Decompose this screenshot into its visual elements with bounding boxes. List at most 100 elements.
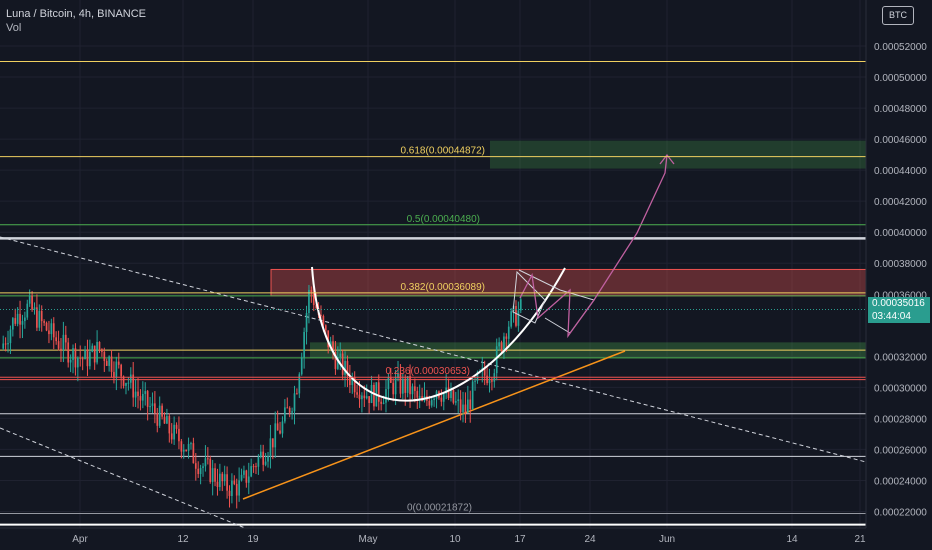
candle-body — [127, 382, 130, 384]
candle-body — [211, 468, 214, 482]
candle-body — [394, 378, 397, 395]
candle-body — [81, 358, 84, 360]
candle-body — [312, 291, 315, 306]
candle-body — [158, 405, 161, 426]
candle-body — [252, 466, 255, 468]
price-tick-label: 0.00052000 — [874, 42, 927, 53]
candle-body — [471, 381, 474, 410]
candle-body — [300, 357, 303, 375]
candle-body — [414, 386, 416, 391]
candle-body — [187, 443, 190, 451]
fibonacci-label: 0.236(0.00030653) — [385, 366, 470, 377]
candle-body — [185, 449, 188, 451]
candle-body — [86, 349, 89, 367]
price-tick-label: 0.00044000 — [874, 166, 927, 177]
candle-body — [517, 310, 520, 326]
candle-body — [365, 396, 368, 399]
candle-body — [358, 394, 361, 400]
candle-body — [57, 341, 60, 349]
candle-body — [33, 307, 36, 310]
candle-body — [16, 313, 19, 324]
candle-body — [466, 399, 469, 413]
candle-body — [101, 349, 103, 352]
symbol-title[interactable]: Luna / Bitcoin, 4h, BINANCE — [6, 8, 147, 20]
candle-body — [192, 443, 195, 464]
candle-body — [40, 310, 43, 322]
price-tick-label: 0.00048000 — [874, 104, 927, 115]
candle-body — [281, 421, 284, 434]
candle-body — [45, 322, 48, 331]
volume-indicator-label[interactable]: Vol — [6, 22, 22, 34]
candle-body — [491, 380, 493, 382]
candle-body — [50, 323, 53, 335]
candle-body — [259, 451, 262, 458]
countdown-timer: 03:44:04 — [872, 311, 911, 322]
candle-body — [373, 385, 375, 407]
candle-body — [454, 401, 457, 403]
candle-body — [19, 313, 21, 325]
candle-body — [279, 430, 281, 434]
candle-body — [209, 458, 212, 482]
candle-body — [404, 378, 407, 393]
candle-body — [488, 380, 491, 384]
candle-body — [154, 403, 156, 414]
candle-body — [271, 438, 274, 448]
candle-body — [24, 317, 26, 322]
time-axis[interactable]: Apr 12 19 May 10 17 24 Jun 14 21 — [72, 534, 866, 545]
candle-body — [9, 329, 12, 344]
dashed-trendline-lower — [0, 427, 246, 529]
cup-pattern-curve — [311, 266, 566, 402]
candle-body — [137, 391, 139, 397]
price-tick-label: 0.00046000 — [874, 135, 927, 146]
candle-body — [108, 356, 110, 366]
flag-channel-left — [512, 270, 546, 324]
candle-body — [161, 405, 163, 417]
price-tick-label: 0.00042000 — [874, 197, 927, 208]
candle-body — [457, 399, 460, 402]
candle-body — [178, 428, 180, 442]
price-tick-label: 0.00032000 — [874, 352, 927, 363]
candle-body — [385, 389, 387, 403]
price-axis[interactable]: 0.00052000 0.00050000 0.00048000 0.00046000… — [874, 42, 927, 518]
candle-body — [409, 376, 411, 395]
candle-body — [221, 473, 224, 482]
fibonacci-label: 0.382(0.00036089) — [400, 282, 485, 293]
candle-body — [93, 345, 96, 363]
candle-body — [308, 289, 310, 314]
candle-body — [214, 468, 216, 482]
candle-body — [60, 348, 62, 351]
zone-target — [490, 140, 866, 169]
candle-body — [293, 393, 296, 412]
candle-body — [243, 470, 245, 475]
candle-body — [346, 360, 349, 377]
candle-body — [238, 480, 240, 496]
candle-body — [416, 390, 419, 398]
candle-body — [469, 399, 472, 410]
candle-body — [151, 403, 154, 407]
candle-body — [233, 480, 236, 484]
time-tick-label: Apr — [72, 534, 88, 545]
candle-body — [235, 483, 238, 496]
candle-body — [298, 374, 301, 394]
price-tick-label: 0.00030000 — [874, 383, 927, 394]
horizontal-levels — [0, 61, 866, 526]
currency-badge[interactable]: BTC — [882, 6, 914, 25]
candle-body — [286, 407, 289, 409]
candle-body — [257, 457, 260, 467]
price-tick-label: 0.00028000 — [874, 414, 927, 425]
price-tick-label: 0.00036000 — [874, 290, 927, 301]
candle-body — [284, 407, 286, 422]
candle-body — [250, 466, 253, 477]
chart-grid — [0, 0, 866, 528]
price-tick-label: 0.00024000 — [874, 476, 927, 487]
candle-body — [64, 334, 67, 343]
candle-body — [339, 353, 342, 358]
candle-body — [411, 386, 414, 395]
candle-body — [351, 377, 354, 386]
candle-body — [240, 474, 243, 481]
candle-body — [110, 356, 113, 372]
candle-body — [38, 310, 41, 328]
candle-body — [495, 346, 498, 374]
candle-body — [247, 476, 250, 483]
